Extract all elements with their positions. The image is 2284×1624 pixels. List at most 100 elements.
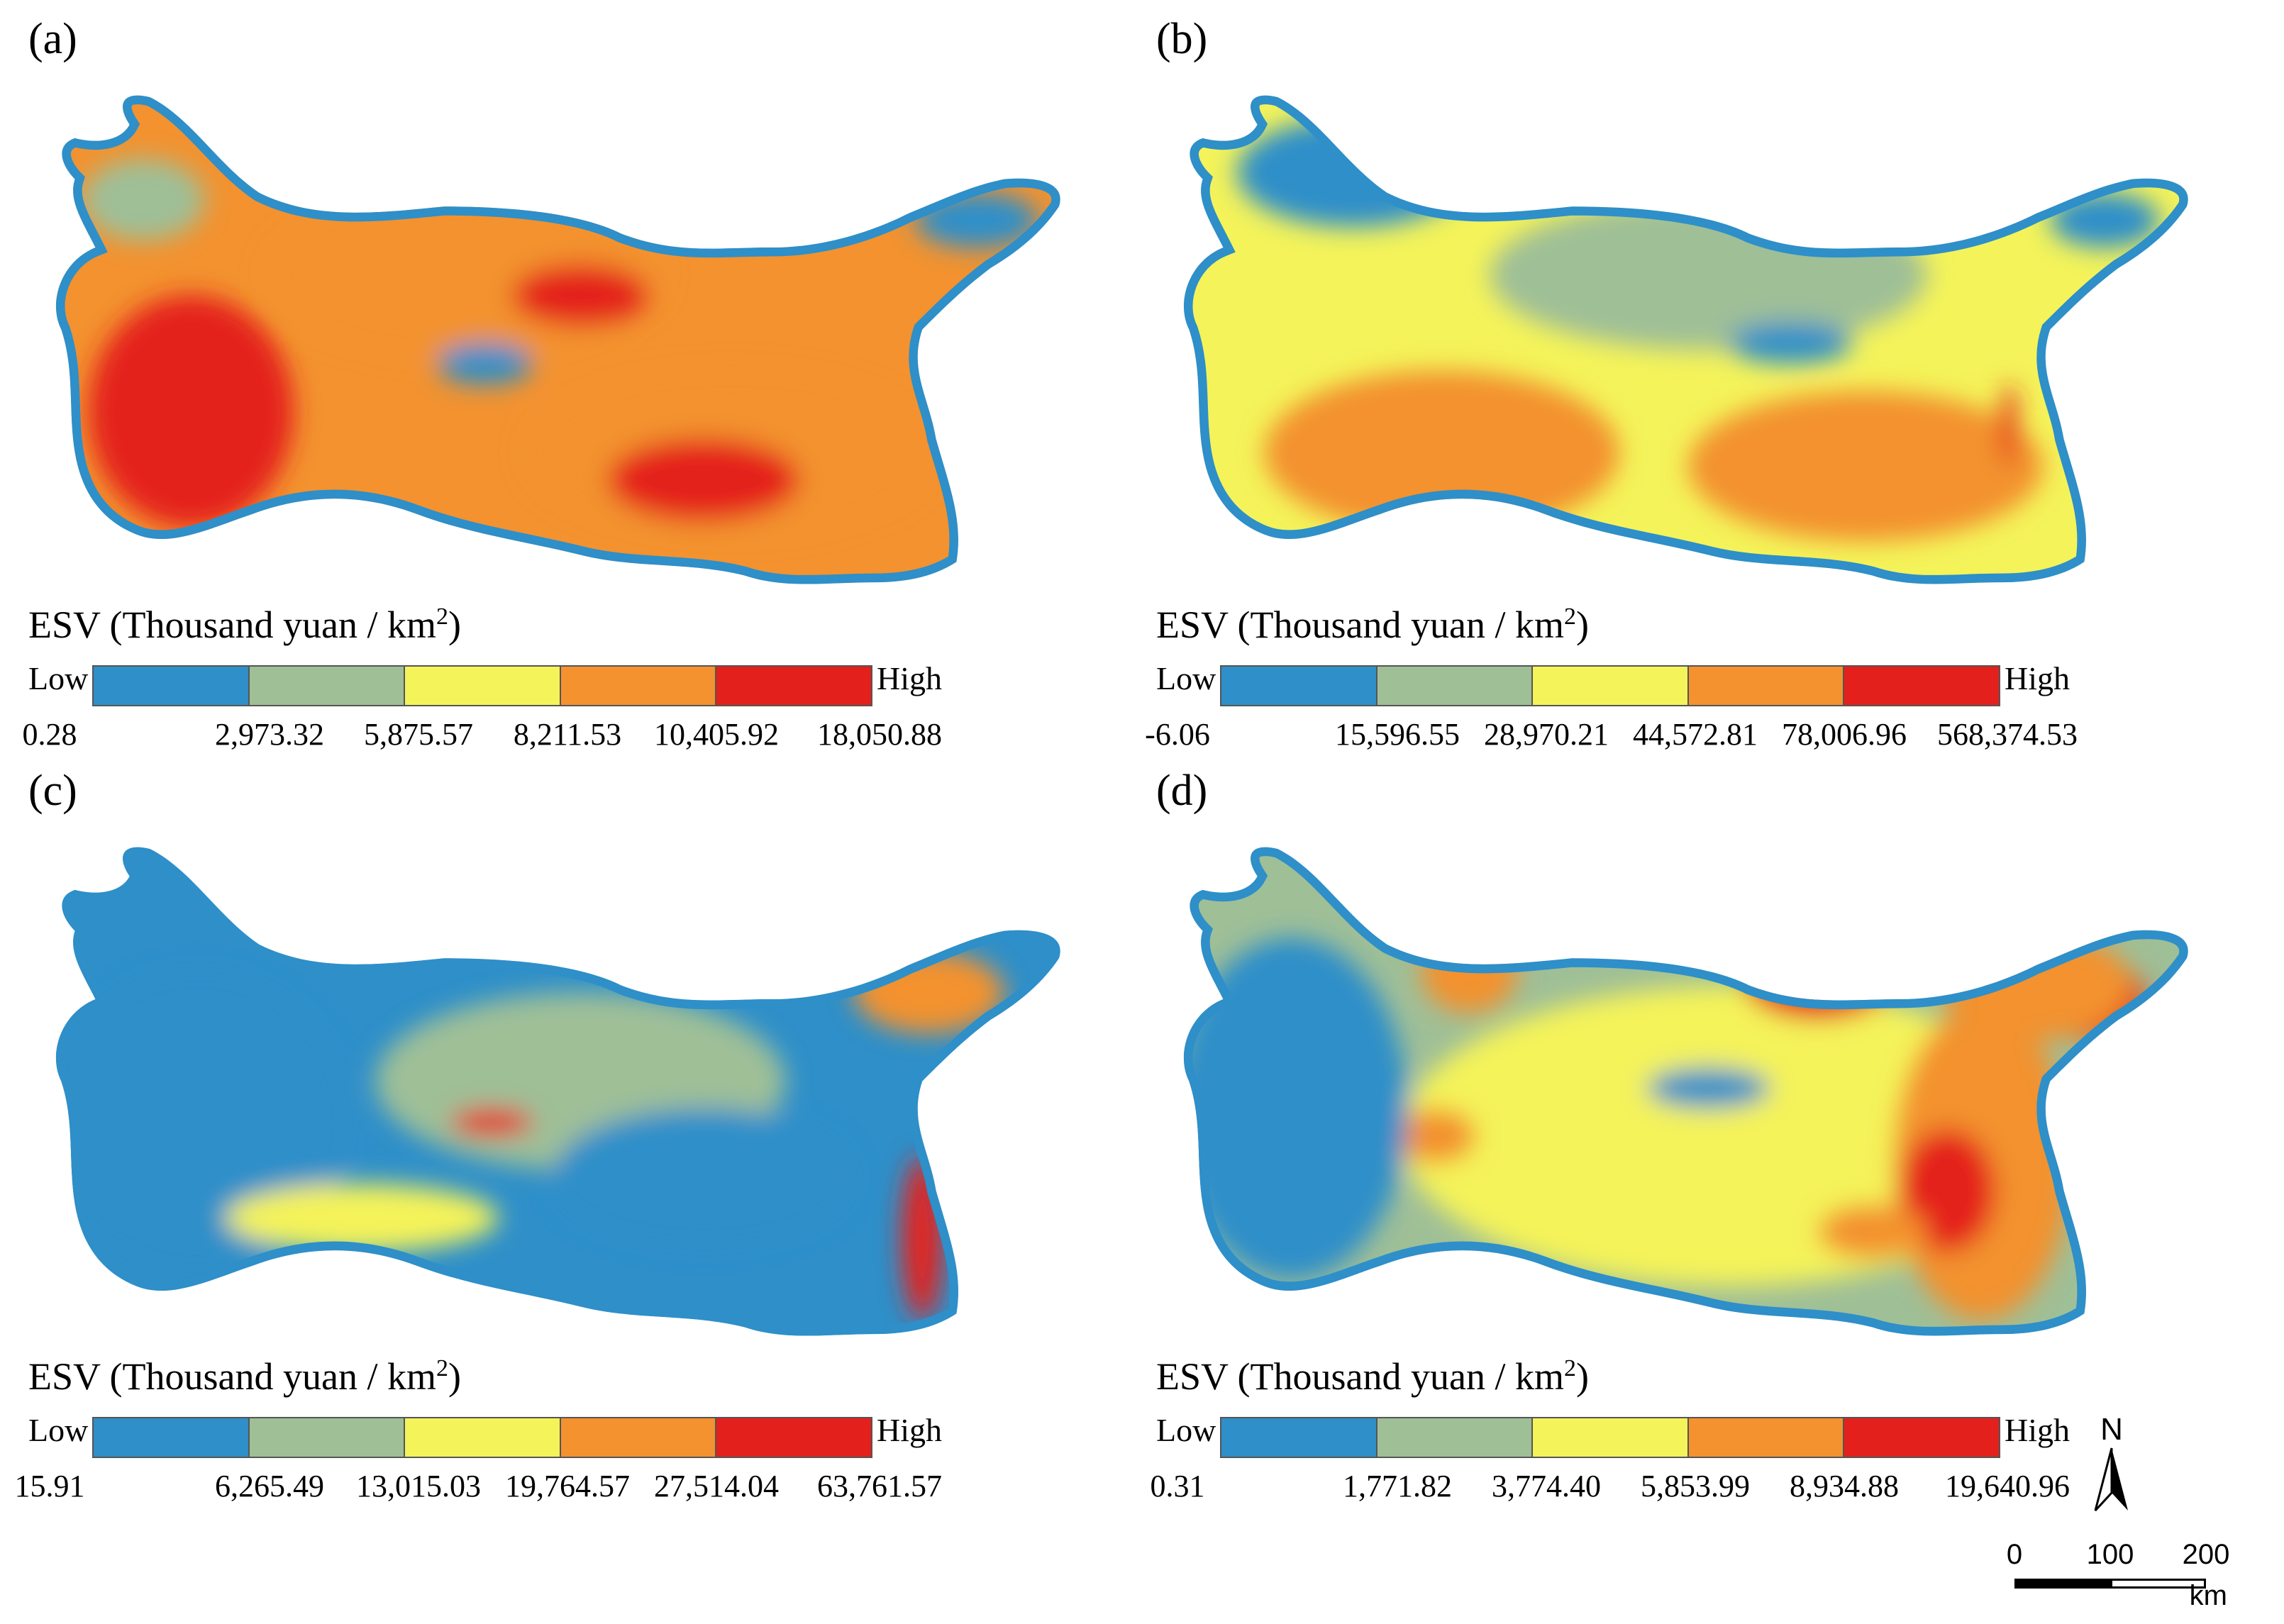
map-panel-d: (d) ESV (Thousand yuan / km2) Low High 0…	[1128, 752, 2234, 1546]
legend-title: ESV (Thousand yuan / km2)	[28, 604, 461, 646]
esv-map	[1183, 95, 2188, 584]
legend-break-label: 19,640.96	[1945, 1469, 2070, 1503]
legend-break-label: -6.06	[1145, 717, 1210, 752]
scale-label-200: 200	[2182, 1539, 2230, 1570]
esv-zone-class5	[902, 1156, 943, 1320]
legend-low-label: Low	[1156, 660, 1216, 696]
legend-title: ESV (Thousand yuan / km2)	[1156, 604, 1589, 646]
legend-break-label: 18,050.88	[817, 717, 942, 752]
legend-swatch-3	[405, 1418, 561, 1457]
legend-break-label: 2,973.32	[215, 717, 324, 752]
legend-color-bar	[1220, 1417, 2000, 1458]
legend-break-label: 5,875.57	[364, 717, 473, 752]
legend-break-label: 1,771.82	[1343, 1469, 1452, 1503]
legend-break-label: 13,015.03	[356, 1469, 481, 1503]
legend-break-label: 15.91	[14, 1469, 85, 1503]
legend-swatch-5	[716, 1418, 871, 1457]
scale-segment-white	[2110, 1579, 2206, 1589]
map-panel-a: (a) ESV (Thousand yuan / km2) Low High 0…	[0, 0, 1107, 794]
esv-map	[55, 95, 1060, 584]
legend-color-bar	[92, 665, 872, 706]
esv-map	[55, 847, 1060, 1336]
panel-label: (c)	[28, 767, 77, 815]
north-arrow-icon: N	[2094, 1412, 2128, 1512]
legend-swatch-3	[405, 667, 561, 705]
legend-break-label: 28,970.21	[1484, 717, 1609, 752]
legend-high-label: High	[2005, 660, 2070, 696]
esv-zone-class1	[1729, 323, 1852, 364]
legend-break-label: 568,374.53	[1937, 717, 2078, 752]
legend-title: ESV (Thousand yuan / km2)	[28, 1355, 461, 1398]
legend-break-label: 27,514.04	[654, 1469, 779, 1503]
legend-break-label: 63,761.57	[817, 1469, 942, 1503]
legend-swatch-1	[94, 1418, 250, 1457]
legend-swatch-2	[1377, 667, 1534, 705]
legend-break-label: 0.28	[22, 717, 77, 752]
legend-break-label: 19,764.57	[505, 1469, 630, 1503]
panel-label: (a)	[28, 15, 77, 63]
legend-swatch-2	[249, 1418, 406, 1457]
legend-high-label: High	[877, 1412, 942, 1448]
legend-swatch-4	[1688, 1418, 1845, 1457]
legend-break-label: 78,006.96	[1782, 717, 1907, 752]
legend-swatch-2	[1377, 1418, 1534, 1457]
legend-high-label: High	[2005, 1412, 2070, 1448]
north-arrow: N	[2087, 1411, 2136, 1521]
esv-zone-class3	[225, 1184, 499, 1252]
esv-zone-class5	[608, 438, 799, 521]
esv-zone-class5	[88, 295, 294, 528]
legend-high-label: High	[877, 660, 942, 696]
legend-break-label: 0.31	[1150, 1469, 1205, 1503]
legend-swatch-5	[716, 667, 871, 705]
legend-break-label: 44,572.81	[1633, 717, 1758, 752]
legend-swatch-4	[560, 1418, 717, 1457]
scale-bar: 0 100 200 km	[2000, 1539, 2230, 1617]
legend-swatch-1	[1221, 667, 1377, 705]
legend-break-label: 8,934.88	[1790, 1469, 1899, 1503]
scale-segment-black	[2014, 1579, 2110, 1589]
legend-color-bar	[92, 1417, 872, 1458]
scale-label-100: 100	[2086, 1539, 2134, 1570]
legend-break-label: 15,596.55	[1335, 717, 1460, 752]
legend-swatch-5	[1844, 667, 1999, 705]
esv-zone-class1	[553, 1108, 854, 1245]
legend-break-label: 5,853.99	[1641, 1469, 1750, 1503]
esv-zone-class5	[1900, 1129, 1996, 1252]
esv-zone-class4	[1264, 370, 1620, 535]
legend-low-label: Low	[28, 660, 89, 696]
scale-label-0: 0	[2006, 1539, 2023, 1570]
esv-zone-class5	[512, 265, 649, 326]
legend-swatch-1	[1221, 1418, 1377, 1457]
esv-zone-class4	[1687, 391, 2044, 542]
legend-swatch-2	[249, 667, 406, 705]
legend-break-label: 6,265.49	[215, 1469, 324, 1503]
esv-map	[1183, 847, 2188, 1336]
map-panel-b: (b) ESV (Thousand yuan / km2) Low High -…	[1128, 0, 2234, 794]
legend-swatch-5	[1844, 1418, 1999, 1457]
esv-zone-class4	[1817, 1204, 1927, 1259]
legend-low-label: Low	[1156, 1412, 1216, 1448]
esv-zone-class5	[450, 1108, 533, 1136]
north-label: N	[2100, 1412, 2123, 1447]
legend-break-label: 3,774.40	[1492, 1469, 1601, 1503]
esv-zone-class1	[2050, 192, 2160, 248]
legend-low-label: Low	[28, 1412, 89, 1448]
legend-swatch-3	[1533, 1418, 1689, 1457]
legend-break-label: 8,211.53	[513, 717, 622, 752]
esv-zone-class1	[1646, 1067, 1770, 1109]
legend-swatch-4	[560, 667, 717, 705]
esv-zone-class2	[82, 158, 205, 241]
legend-swatch-3	[1533, 667, 1689, 705]
panel-label: (d)	[1156, 767, 1208, 815]
esv-zone-class1	[437, 343, 533, 384]
map-panel-c: (c) ESV (Thousand yuan / km2) Low High 1…	[0, 752, 1107, 1546]
scale-unit: km	[2189, 1580, 2227, 1611]
esv-zone-class5	[2000, 384, 2017, 467]
esv-zone-class1	[1183, 938, 1408, 1280]
panel-label: (b)	[1156, 15, 1208, 63]
legend-title: ESV (Thousand yuan / km2)	[1156, 1355, 1589, 1398]
legend-swatch-4	[1688, 667, 1845, 705]
legend-color-bar	[1220, 665, 2000, 706]
legend-swatch-1	[94, 667, 250, 705]
legend-break-label: 10,405.92	[654, 717, 779, 752]
